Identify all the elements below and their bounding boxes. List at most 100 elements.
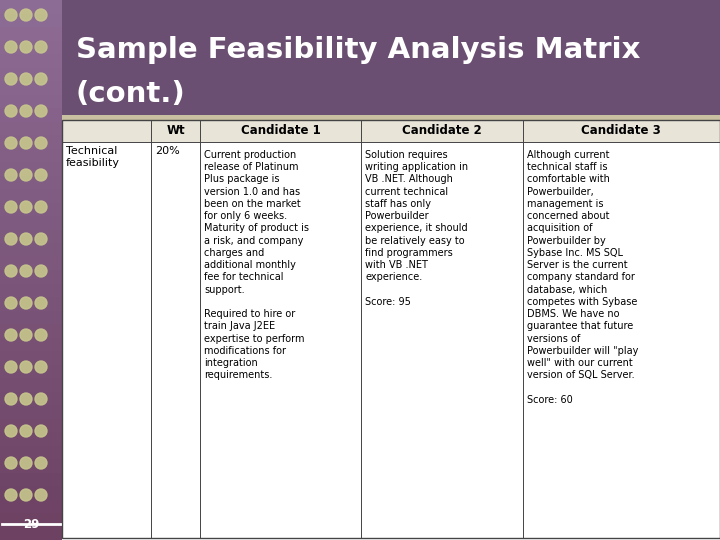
Text: Candidate 2: Candidate 2	[402, 125, 482, 138]
Bar	[0, 526, 62, 540]
Circle shape	[20, 425, 32, 437]
Bar	[0, 14, 62, 27]
Circle shape	[35, 9, 47, 21]
Circle shape	[20, 105, 32, 117]
Circle shape	[20, 9, 32, 21]
Bar	[0, 418, 62, 432]
Text: Solution requires
writing application in
VB .NET. Although
current technical
sta: Solution requires writing application in…	[365, 150, 469, 307]
Circle shape	[5, 425, 17, 437]
Circle shape	[35, 201, 47, 213]
Circle shape	[20, 137, 32, 149]
Bar	[0, 405, 62, 418]
Circle shape	[5, 457, 17, 469]
Bar	[0, 54, 62, 68]
Bar	[0, 297, 62, 310]
Circle shape	[35, 361, 47, 373]
Circle shape	[5, 489, 17, 501]
Circle shape	[5, 41, 17, 53]
Bar	[0, 135, 62, 148]
Text: Candidate 3: Candidate 3	[582, 125, 661, 138]
Circle shape	[5, 137, 17, 149]
Bar	[0, 378, 62, 392]
Bar	[62, 120, 720, 538]
Circle shape	[35, 41, 47, 53]
Circle shape	[5, 361, 17, 373]
Circle shape	[20, 489, 32, 501]
Bar	[62, 142, 720, 538]
Circle shape	[5, 169, 17, 181]
Bar	[0, 500, 62, 513]
Circle shape	[5, 297, 17, 309]
Bar	[0, 0, 62, 14]
Bar	[0, 446, 62, 459]
Circle shape	[35, 393, 47, 405]
Bar	[0, 176, 62, 189]
Bar	[0, 324, 62, 338]
Bar	[0, 189, 62, 202]
Bar	[62, 115, 720, 120]
Circle shape	[35, 137, 47, 149]
Circle shape	[35, 233, 47, 245]
Bar	[0, 513, 62, 526]
Bar	[0, 338, 62, 351]
Circle shape	[35, 329, 47, 341]
Bar	[0, 216, 62, 229]
Circle shape	[5, 105, 17, 117]
Circle shape	[20, 393, 32, 405]
Text: 20%: 20%	[155, 146, 179, 156]
Circle shape	[20, 329, 32, 341]
Text: Candidate 1: Candidate 1	[241, 125, 320, 138]
Circle shape	[35, 265, 47, 277]
Circle shape	[35, 105, 47, 117]
Bar	[0, 432, 62, 445]
Circle shape	[20, 265, 32, 277]
Circle shape	[20, 457, 32, 469]
Text: Sample Feasibility Analysis Matrix: Sample Feasibility Analysis Matrix	[76, 36, 640, 64]
Circle shape	[35, 297, 47, 309]
Bar	[0, 148, 62, 162]
Bar	[0, 230, 62, 243]
Bar	[0, 472, 62, 486]
Bar	[0, 162, 62, 176]
Circle shape	[20, 361, 32, 373]
Bar	[0, 243, 62, 256]
Circle shape	[5, 233, 17, 245]
Circle shape	[5, 393, 17, 405]
Bar	[0, 202, 62, 216]
Bar	[0, 108, 62, 122]
Circle shape	[35, 425, 47, 437]
Bar	[0, 351, 62, 364]
Bar	[0, 392, 62, 405]
Text: Although current
technical staff is
comfortable with
Powerbuilder,
management is: Although current technical staff is comf…	[526, 150, 638, 405]
Text: Current production
release of Platinum
Plus package is
version 1.0 and has
been : Current production release of Platinum P…	[204, 150, 309, 380]
Circle shape	[20, 201, 32, 213]
Circle shape	[35, 457, 47, 469]
Circle shape	[20, 233, 32, 245]
Bar	[62, 120, 720, 142]
Text: Technical
feasibility: Technical feasibility	[66, 146, 120, 168]
Text: 29: 29	[23, 518, 39, 531]
Text: (cont.): (cont.)	[76, 80, 186, 108]
Circle shape	[5, 9, 17, 21]
Bar	[0, 459, 62, 472]
Bar	[62, 0, 720, 115]
Circle shape	[5, 73, 17, 85]
Bar	[0, 27, 62, 40]
Circle shape	[35, 489, 47, 501]
Bar	[0, 94, 62, 108]
Bar	[0, 364, 62, 378]
Circle shape	[20, 73, 32, 85]
Circle shape	[20, 169, 32, 181]
Bar	[0, 256, 62, 270]
Circle shape	[5, 201, 17, 213]
Bar	[0, 310, 62, 324]
Bar	[0, 284, 62, 297]
Bar	[0, 486, 62, 500]
Circle shape	[5, 329, 17, 341]
Bar	[0, 68, 62, 81]
Text: Wt: Wt	[166, 125, 185, 138]
Circle shape	[35, 169, 47, 181]
Bar	[0, 40, 62, 54]
Circle shape	[20, 41, 32, 53]
Circle shape	[5, 265, 17, 277]
